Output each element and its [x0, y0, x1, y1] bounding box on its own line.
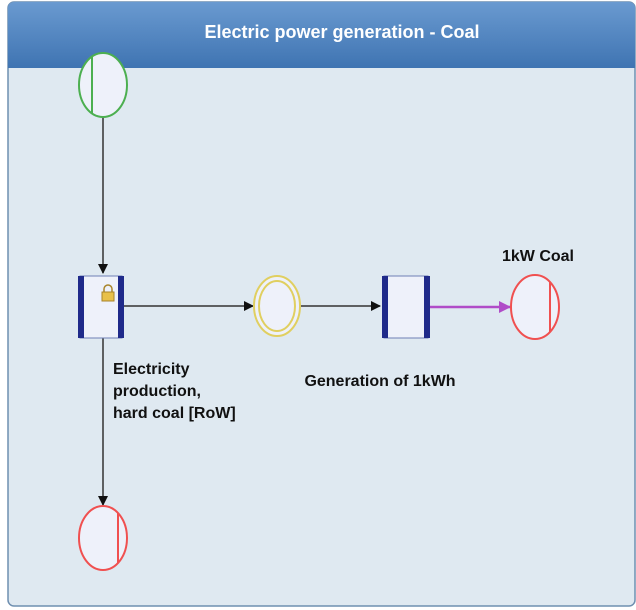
lock-icon	[101, 284, 115, 302]
panel-header	[8, 2, 635, 68]
panel-title: Electric power generation - Coal	[204, 22, 479, 42]
flow-node-ring	[258, 280, 296, 332]
process-bar	[118, 276, 124, 338]
node-label: hard coal [RoW]	[113, 405, 236, 422]
flow-node[interactable]	[78, 505, 128, 571]
process-node[interactable]	[383, 275, 429, 339]
process-bar	[382, 276, 388, 338]
flow-node[interactable]	[510, 274, 560, 340]
node-label: 1kW Coal	[502, 248, 574, 265]
node-label: Electricity	[113, 361, 190, 378]
process-node[interactable]	[79, 275, 123, 339]
node-label: production,	[113, 383, 201, 400]
flow-node[interactable]	[78, 52, 128, 118]
process-bar	[424, 276, 430, 338]
node-label: Generation of 1kWh	[304, 373, 455, 390]
flow-node[interactable]	[253, 275, 301, 337]
process-bar	[78, 276, 84, 338]
